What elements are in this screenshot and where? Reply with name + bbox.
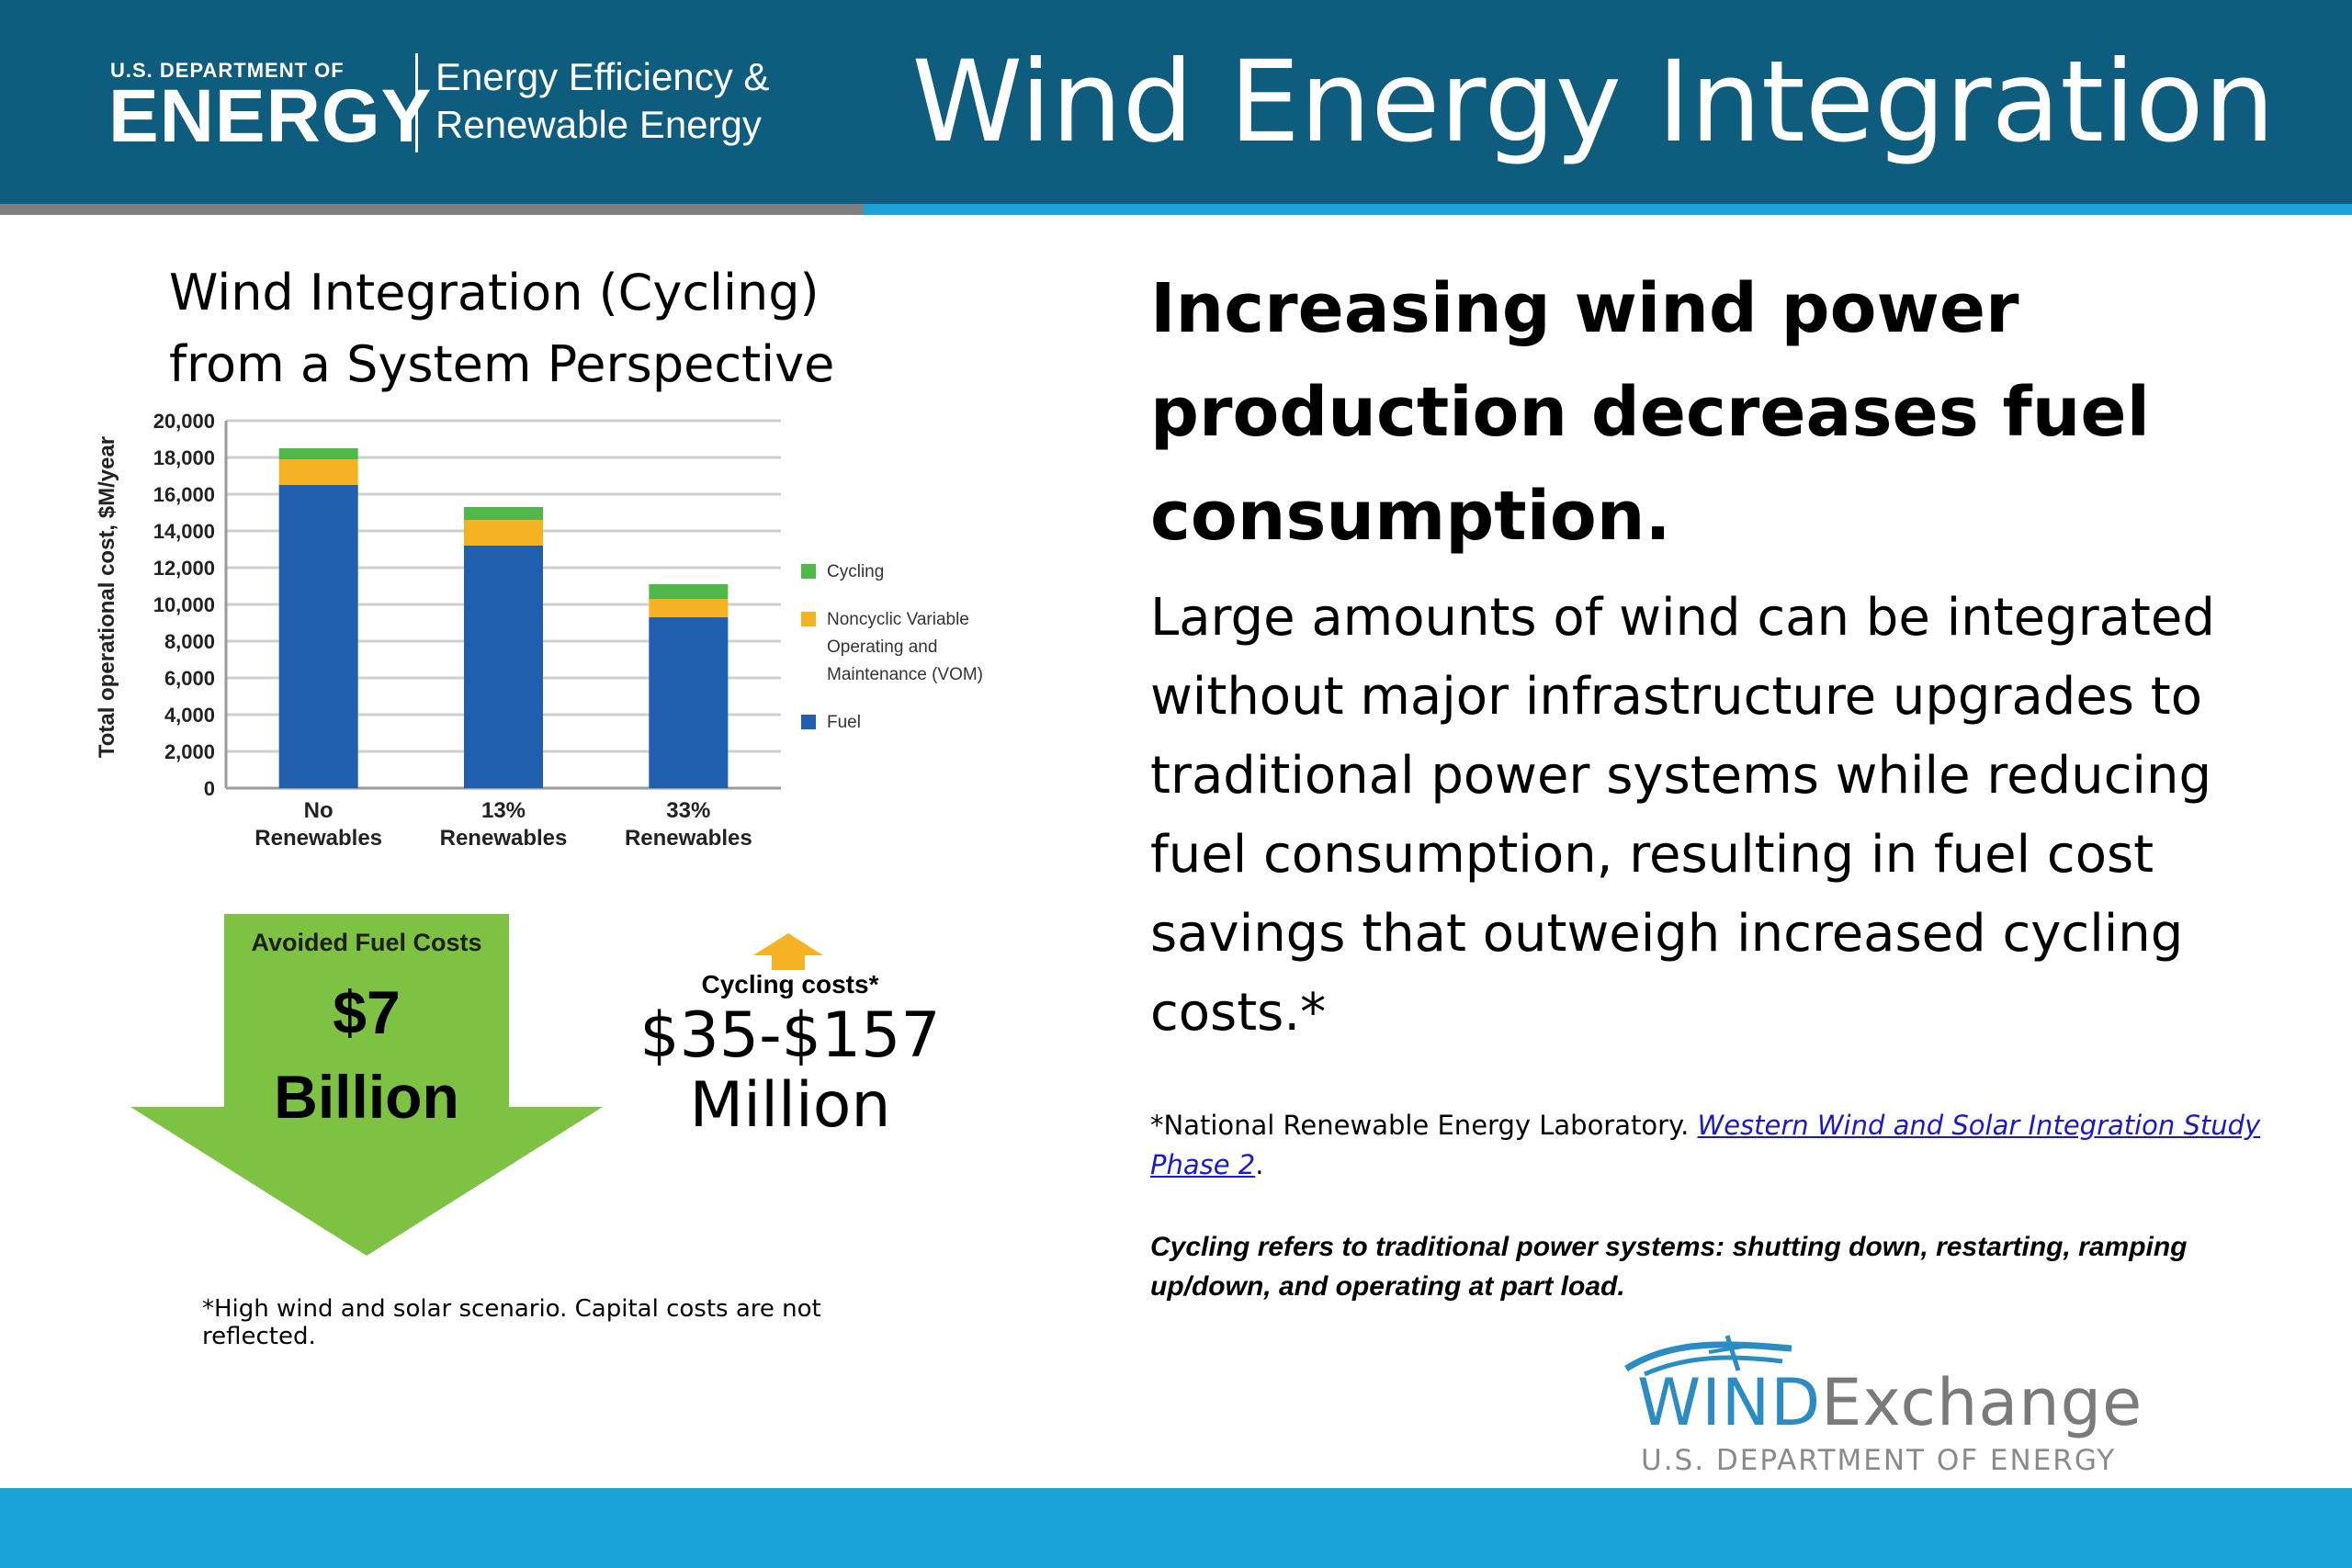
legend-swatch: [801, 564, 816, 579]
logo-subtitle: U.S. DEPARTMENT OF ENERGY: [1641, 1444, 2117, 1477]
y-tick-label: 16,000: [153, 483, 215, 506]
header-stripe-blue: [864, 204, 2352, 215]
stacked-bar-chart: Total operational cost, $M/year 20,000 18…: [95, 410, 983, 851]
bar-segment-fuel: [649, 617, 729, 788]
bar-segment-noncyclic: [649, 599, 729, 617]
y-tick-label: 20,000: [153, 410, 215, 433]
bar-segment-fuel: [464, 546, 543, 788]
cycling-costs-label: Cycling costs*: [701, 970, 879, 998]
x-tick-label: Renewables: [254, 826, 382, 851]
body-paragraph: Large amounts of wind can be integrated …: [1150, 588, 2215, 1043]
bar-segment-noncyclic: [278, 459, 358, 485]
windexchange-logo-text: WINDExchange: [1637, 1365, 2143, 1440]
header-stripe-gray: [0, 204, 864, 215]
cycling-costs-value-line1: $35-$157: [639, 999, 941, 1072]
doe-small-text: U.S. DEPARTMENT OF: [110, 59, 345, 82]
eere-line-1: Energy Efficiency &: [435, 55, 770, 98]
logo-wind-text: WIND: [1637, 1365, 1822, 1440]
y-tick-label: 14,000: [153, 520, 215, 543]
chart-title: Wind Integration (Cycling) from a System…: [169, 264, 835, 393]
citation: *National Renewable Energy Laboratory. W…: [1150, 1106, 2290, 1185]
bar-segment-cycling: [278, 448, 358, 459]
y-tick-label: 4,000: [164, 704, 215, 727]
eere-line-2: Renewable Energy: [435, 103, 762, 146]
x-tick-label: No: [304, 798, 334, 823]
avoided-fuel-costs-value-line1: $7: [333, 978, 400, 1046]
bar-segment-fuel: [278, 485, 358, 788]
legend-label: Fuel: [827, 713, 861, 732]
avoided-fuel-costs-arrow-icon: Avoided Fuel Costs $7 Billion: [130, 914, 603, 1256]
avoided-fuel-costs-value-line2: Billion: [274, 1063, 459, 1131]
avoided-fuel-costs-label: Avoided Fuel Costs: [251, 929, 481, 956]
y-tick-label: 10,000: [153, 593, 215, 616]
chart-bars: [278, 448, 729, 788]
footer-bar: [0, 1488, 2352, 1568]
page-title: Wind Energy Integration: [911, 37, 2275, 167]
x-tick-label: 13%: [481, 798, 526, 823]
chart-footnote: *High wind and solar scenario. Capital c…: [202, 1295, 821, 1350]
legend-label: Noncyclic Variable: [827, 610, 969, 629]
up-arrow-icon: [753, 933, 823, 970]
bar-segment-noncyclic: [464, 520, 543, 546]
header-bar: U.S. DEPARTMENT OF ENERGY Energy Efficie…: [0, 0, 2352, 204]
x-tick-label: Renewables: [625, 826, 752, 851]
down-arrow-shape: [130, 914, 603, 1256]
study-link[interactable]: Western Wind and Solar Integration Study…: [1150, 1110, 2261, 1180]
legend-swatch: [801, 715, 816, 729]
x-tick-label: 33%: [666, 798, 710, 823]
citation-prefix: *National Renewable Energy Laboratory.: [1150, 1110, 1698, 1141]
legend-label: Cycling: [827, 562, 884, 581]
cycling-costs-value-line2: Million: [689, 1069, 891, 1142]
main-heading: Increasing wind power production decreas…: [1150, 269, 2150, 556]
bar-segment-cycling: [464, 507, 543, 520]
y-tick-label: 12,000: [153, 557, 215, 580]
legend-swatch: [801, 612, 816, 626]
chart-legend: Cycling Noncyclic Variable Operating and Ma…: [801, 562, 983, 732]
x-tick-label: Renewables: [440, 826, 568, 851]
y-tick-label: 8,000: [164, 630, 215, 653]
legend-label: Operating and: [827, 637, 937, 657]
legend-label: Maintenance (VOM): [827, 665, 983, 684]
cycling-costs-value: $35-$157 Million: [634, 1001, 946, 1141]
citation-suffix: .: [1255, 1149, 1264, 1180]
y-tick-label: 2,000: [164, 740, 215, 763]
bar-segment-cycling: [649, 584, 729, 599]
x-tick-labels: No Renewables 13% Renewables 33% Renewables: [254, 798, 752, 851]
doe-logo-text: ENERGY: [108, 74, 433, 158]
y-tick-label: 18,000: [153, 446, 215, 469]
logo-exchange-text: Exchange: [1821, 1365, 2143, 1440]
logo-divider: [415, 53, 418, 152]
y-tick-label: 0: [204, 777, 215, 800]
y-tick-label: 6,000: [164, 667, 215, 690]
y-tick-labels: 20,000 18,000 16,000 14,000 12,000 10,000 8,00…: [153, 410, 215, 800]
wind-swoosh-icon: [1624, 1335, 1792, 1377]
cycling-note: Cycling refers to traditional power syst…: [1150, 1232, 2188, 1302]
y-axis-label: Total operational cost, $M/year: [95, 436, 119, 758]
